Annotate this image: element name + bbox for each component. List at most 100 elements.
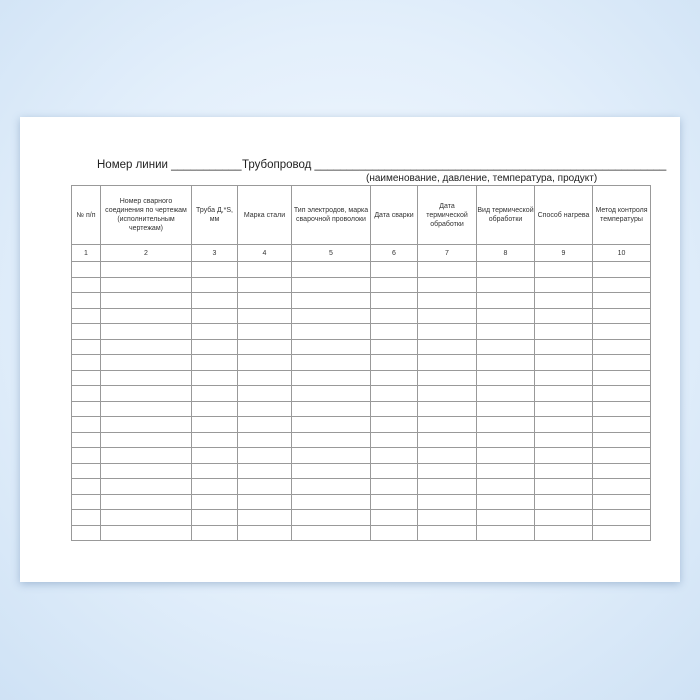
table-cell[interactable] [237, 524, 292, 541]
table-cell[interactable] [476, 447, 535, 464]
table-cell[interactable] [370, 292, 418, 309]
table-cell[interactable] [476, 416, 535, 433]
table-cell[interactable] [476, 509, 535, 526]
table-cell[interactable] [191, 447, 238, 464]
table-cell[interactable] [417, 524, 477, 541]
table-cell[interactable] [534, 447, 593, 464]
table-cell[interactable] [370, 261, 418, 278]
table-cell[interactable] [534, 385, 593, 402]
table-cell[interactable] [534, 323, 593, 340]
table-cell[interactable] [237, 338, 292, 355]
table-cell[interactable] [191, 493, 238, 510]
table-cell[interactable] [476, 369, 535, 386]
table-cell[interactable] [291, 400, 371, 417]
table-cell[interactable] [291, 307, 371, 324]
table-cell[interactable] [100, 462, 192, 479]
table-cell[interactable] [534, 261, 593, 278]
table-cell[interactable] [191, 416, 238, 433]
table-cell[interactable] [71, 509, 101, 526]
table-cell[interactable] [476, 323, 535, 340]
table-cell[interactable] [191, 462, 238, 479]
table-cell[interactable] [291, 493, 371, 510]
table-cell[interactable] [417, 462, 477, 479]
table-cell[interactable] [534, 462, 593, 479]
table-cell[interactable] [237, 307, 292, 324]
table-cell[interactable] [476, 292, 535, 309]
table-cell[interactable] [191, 323, 238, 340]
table-cell[interactable] [191, 400, 238, 417]
table-cell[interactable] [237, 292, 292, 309]
table-cell[interactable] [71, 261, 101, 278]
table-cell[interactable] [100, 416, 192, 433]
table-cell[interactable] [71, 462, 101, 479]
table-cell[interactable] [370, 478, 418, 495]
table-cell[interactable] [191, 524, 238, 541]
table-cell[interactable] [592, 276, 651, 293]
table-cell[interactable] [237, 385, 292, 402]
table-cell[interactable] [100, 323, 192, 340]
table-cell[interactable] [191, 478, 238, 495]
table-cell[interactable] [370, 493, 418, 510]
table-cell[interactable] [476, 276, 535, 293]
table-cell[interactable] [291, 416, 371, 433]
table-cell[interactable] [191, 292, 238, 309]
table-cell[interactable] [592, 307, 651, 324]
table-cell[interactable] [191, 431, 238, 448]
table-cell[interactable] [237, 276, 292, 293]
table-cell[interactable] [237, 509, 292, 526]
table-cell[interactable] [71, 276, 101, 293]
table-cell[interactable] [417, 447, 477, 464]
table-cell[interactable] [370, 447, 418, 464]
table-cell[interactable] [291, 323, 371, 340]
table-cell[interactable] [100, 524, 192, 541]
table-cell[interactable] [476, 307, 535, 324]
table-cell[interactable] [71, 431, 101, 448]
table-cell[interactable] [237, 416, 292, 433]
table-cell[interactable] [417, 338, 477, 355]
table-cell[interactable] [476, 524, 535, 541]
table-cell[interactable] [291, 509, 371, 526]
table-cell[interactable] [534, 338, 593, 355]
table-cell[interactable] [100, 447, 192, 464]
table-cell[interactable] [370, 276, 418, 293]
table-cell[interactable] [476, 261, 535, 278]
table-cell[interactable] [370, 354, 418, 371]
table-cell[interactable] [476, 354, 535, 371]
table-cell[interactable] [71, 307, 101, 324]
table-cell[interactable] [71, 292, 101, 309]
table-cell[interactable] [592, 416, 651, 433]
table-cell[interactable] [417, 276, 477, 293]
table-cell[interactable] [592, 400, 651, 417]
table-cell[interactable] [100, 338, 192, 355]
table-cell[interactable] [476, 478, 535, 495]
table-cell[interactable] [370, 462, 418, 479]
table-cell[interactable] [100, 493, 192, 510]
table-cell[interactable] [100, 261, 192, 278]
table-cell[interactable] [191, 369, 238, 386]
table-cell[interactable] [100, 276, 192, 293]
table-cell[interactable] [100, 431, 192, 448]
table-cell[interactable] [237, 462, 292, 479]
table-cell[interactable] [291, 354, 371, 371]
table-cell[interactable] [237, 478, 292, 495]
table-cell[interactable] [237, 447, 292, 464]
table-cell[interactable] [592, 338, 651, 355]
table-cell[interactable] [100, 354, 192, 371]
table-cell[interactable] [191, 307, 238, 324]
table-cell[interactable] [100, 400, 192, 417]
table-cell[interactable] [71, 493, 101, 510]
table-cell[interactable] [534, 478, 593, 495]
table-cell[interactable] [592, 385, 651, 402]
table-cell[interactable] [370, 323, 418, 340]
table-cell[interactable] [476, 385, 535, 402]
table-cell[interactable] [100, 478, 192, 495]
table-cell[interactable] [237, 400, 292, 417]
table-cell[interactable] [476, 462, 535, 479]
table-cell[interactable] [100, 385, 192, 402]
table-cell[interactable] [476, 493, 535, 510]
table-cell[interactable] [237, 493, 292, 510]
table-cell[interactable] [417, 431, 477, 448]
table-cell[interactable] [417, 416, 477, 433]
table-cell[interactable] [191, 338, 238, 355]
table-cell[interactable] [370, 524, 418, 541]
